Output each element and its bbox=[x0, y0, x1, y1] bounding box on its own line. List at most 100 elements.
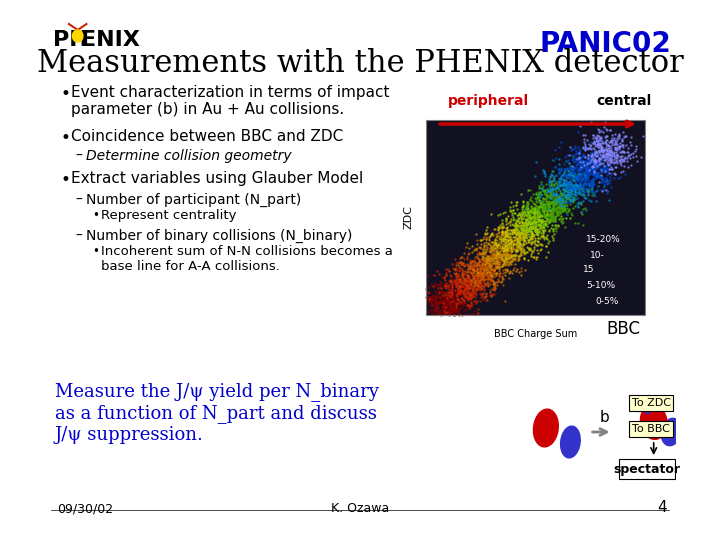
Point bbox=[523, 244, 535, 252]
Point bbox=[451, 301, 462, 310]
Point bbox=[479, 264, 490, 272]
Point bbox=[516, 230, 528, 239]
Point bbox=[526, 227, 537, 235]
Point bbox=[580, 144, 591, 153]
Point bbox=[461, 281, 472, 289]
Point bbox=[485, 264, 496, 272]
Point bbox=[473, 248, 485, 256]
Point bbox=[469, 307, 481, 315]
Point bbox=[598, 177, 610, 185]
Point bbox=[472, 252, 483, 261]
Point bbox=[600, 138, 611, 146]
Point bbox=[459, 269, 471, 278]
Point bbox=[518, 210, 530, 218]
Point bbox=[593, 153, 605, 162]
Point bbox=[538, 169, 549, 178]
Text: PH: PH bbox=[53, 30, 88, 50]
Point bbox=[464, 261, 476, 269]
Point bbox=[454, 289, 465, 298]
Point bbox=[601, 132, 613, 140]
Point bbox=[470, 278, 482, 287]
Point bbox=[560, 193, 572, 202]
Point bbox=[601, 168, 613, 177]
Point bbox=[498, 246, 510, 254]
Point bbox=[452, 307, 464, 316]
Point bbox=[499, 249, 510, 258]
Point bbox=[557, 185, 569, 193]
Point bbox=[536, 180, 547, 188]
Point bbox=[564, 185, 575, 193]
Point bbox=[580, 174, 591, 183]
Point bbox=[456, 281, 467, 290]
Point bbox=[459, 262, 470, 271]
Point bbox=[546, 215, 557, 224]
Point bbox=[454, 276, 465, 285]
Point bbox=[498, 248, 509, 257]
Point bbox=[571, 156, 582, 165]
Point bbox=[592, 161, 603, 170]
Point bbox=[495, 254, 506, 262]
Point bbox=[458, 286, 469, 294]
Point bbox=[515, 208, 526, 217]
Point bbox=[526, 227, 538, 236]
Point bbox=[459, 286, 470, 294]
Point bbox=[492, 259, 503, 267]
Point bbox=[540, 210, 552, 219]
Point bbox=[474, 268, 486, 276]
Point bbox=[487, 231, 499, 240]
Point bbox=[496, 226, 508, 235]
Point bbox=[541, 211, 552, 219]
Point bbox=[462, 239, 473, 247]
Point bbox=[618, 156, 630, 165]
Point bbox=[503, 258, 514, 266]
Point bbox=[599, 156, 611, 164]
Point bbox=[531, 206, 542, 214]
Point bbox=[463, 273, 474, 281]
Point bbox=[570, 162, 582, 171]
Point bbox=[608, 168, 620, 177]
Point bbox=[516, 224, 527, 232]
Point bbox=[586, 179, 598, 188]
Point bbox=[436, 279, 447, 287]
Point bbox=[571, 158, 582, 167]
Point bbox=[588, 179, 599, 187]
Point bbox=[537, 200, 549, 209]
Point bbox=[578, 173, 590, 181]
Point bbox=[526, 197, 538, 206]
Point bbox=[555, 181, 567, 190]
Point bbox=[483, 272, 495, 280]
Point bbox=[546, 167, 558, 176]
Point bbox=[477, 272, 489, 281]
Point bbox=[598, 153, 610, 161]
Point bbox=[605, 136, 616, 145]
Point bbox=[518, 203, 529, 212]
Point bbox=[430, 309, 441, 318]
Point bbox=[550, 171, 562, 180]
Point bbox=[477, 254, 488, 263]
Point bbox=[511, 205, 523, 213]
Point bbox=[492, 252, 503, 261]
Point bbox=[516, 227, 527, 236]
Point bbox=[518, 230, 530, 238]
Point bbox=[534, 190, 545, 199]
Text: Number of participant (N_part): Number of participant (N_part) bbox=[86, 193, 302, 207]
Point bbox=[568, 176, 580, 185]
Point bbox=[454, 275, 465, 284]
Point bbox=[474, 268, 486, 277]
Point bbox=[531, 198, 543, 206]
Point bbox=[545, 172, 557, 180]
Point bbox=[552, 182, 563, 191]
Point bbox=[490, 249, 502, 258]
Point bbox=[426, 305, 437, 313]
Point bbox=[588, 161, 600, 170]
Point bbox=[528, 199, 539, 207]
Point bbox=[598, 123, 610, 132]
Point bbox=[516, 208, 528, 217]
Point bbox=[537, 185, 549, 194]
Point bbox=[549, 176, 560, 185]
Point bbox=[435, 278, 446, 287]
Point bbox=[468, 267, 480, 275]
Point bbox=[457, 288, 469, 296]
Point bbox=[449, 275, 460, 284]
Point bbox=[586, 165, 598, 173]
